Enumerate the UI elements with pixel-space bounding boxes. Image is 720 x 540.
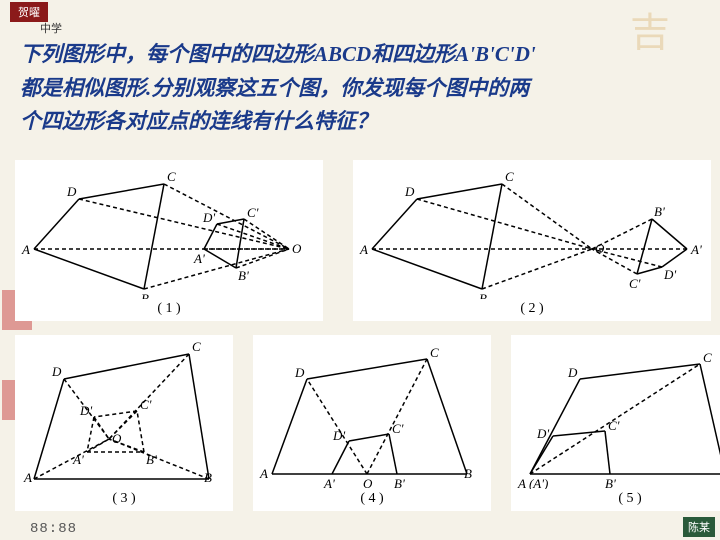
sub-badge: 中学 bbox=[40, 20, 62, 36]
question-line-2: 都是相似图形.分别观察这五个图，你发现每个图中的两 bbox=[20, 76, 529, 100]
svg-text:D': D' bbox=[202, 210, 215, 225]
figure-1: A B C D A' B' C' D' O ( 1 ) bbox=[15, 160, 323, 321]
svg-text:A: A bbox=[259, 466, 268, 481]
svg-text:D: D bbox=[51, 364, 62, 379]
figure-4-label: ( 4 ) bbox=[257, 491, 487, 507]
figure-3: A B C D A' B' C' D' O ( 3 ) bbox=[15, 335, 233, 511]
figures-row-2: ABCDA'B'C'D'O ( 3 ) ABCDA'B'C'D'O ( 4 ) … bbox=[15, 335, 720, 511]
figures-row-1: A B C D A' B' C' D' O ( 1 ) A B C D A' B' C' D' O ( 2 ) bbox=[15, 160, 711, 321]
figure-5-label: ( 5 ) bbox=[515, 491, 720, 507]
question-text: 下列图形中，每个图中的四边形ABCD和四边形A'B'C'D' 都是相似图形.分别… bbox=[20, 38, 700, 139]
svg-text:B: B bbox=[204, 470, 212, 485]
svg-text:C: C bbox=[703, 350, 712, 365]
figure-3-label: ( 3 ) bbox=[19, 491, 229, 507]
svg-text:C: C bbox=[505, 169, 514, 184]
svg-text:O: O bbox=[595, 241, 605, 256]
svg-text:A (A'): A (A') bbox=[517, 476, 548, 489]
figure-2-label: ( 2 ) bbox=[357, 301, 707, 317]
svg-text:C: C bbox=[192, 339, 201, 354]
svg-text:C': C' bbox=[629, 276, 641, 291]
svg-text:A': A' bbox=[193, 251, 205, 266]
svg-text:A': A' bbox=[323, 476, 335, 489]
svg-text:D': D' bbox=[332, 428, 345, 443]
svg-text:B: B bbox=[464, 466, 472, 481]
svg-text:D: D bbox=[567, 365, 578, 380]
svg-text:B': B' bbox=[654, 204, 665, 219]
svg-text:C': C' bbox=[392, 421, 404, 436]
svg-text:O: O bbox=[363, 476, 373, 489]
svg-text:O: O bbox=[292, 241, 302, 256]
question-line-3: 个四边形各对应点的连线有什么特征？ bbox=[20, 109, 377, 133]
author-stamp: 陈某 bbox=[683, 517, 715, 537]
svg-text:D: D bbox=[66, 184, 77, 199]
svg-text:D': D' bbox=[536, 426, 549, 441]
svg-text:A': A' bbox=[72, 452, 84, 467]
figure-5: A (A')BCDB'C'D' ( 5 ) bbox=[511, 335, 720, 511]
svg-text:B': B' bbox=[605, 476, 616, 489]
svg-text:B: B bbox=[141, 291, 149, 299]
svg-text:C: C bbox=[167, 169, 176, 184]
svg-text:A: A bbox=[359, 242, 368, 257]
svg-text:C': C' bbox=[247, 205, 259, 220]
svg-text:A': A' bbox=[690, 242, 702, 257]
svg-text:A: A bbox=[23, 470, 32, 485]
figure-2: A B C D A' B' C' D' O ( 2 ) bbox=[353, 160, 711, 321]
svg-text:D': D' bbox=[663, 267, 676, 282]
svg-text:D: D bbox=[404, 184, 415, 199]
svg-text:B': B' bbox=[146, 452, 157, 467]
svg-text:B: B bbox=[479, 291, 487, 299]
svg-text:O: O bbox=[112, 431, 122, 446]
svg-text:C': C' bbox=[608, 418, 620, 433]
svg-text:C': C' bbox=[140, 397, 152, 412]
svg-text:D: D bbox=[294, 365, 305, 380]
svg-text:C: C bbox=[430, 345, 439, 360]
question-line-1: 下列图形中，每个图中的四边形ABCD和四边形A'B'C'D' bbox=[20, 42, 536, 66]
figure-4: A B C D A' B' C' D' O ( 4 ) bbox=[253, 335, 491, 511]
svg-text:D': D' bbox=[79, 403, 92, 418]
figure-1-label: ( 1 ) bbox=[19, 301, 319, 317]
timestamp: 88:88 bbox=[30, 521, 77, 537]
svg-text:B': B' bbox=[238, 268, 249, 283]
svg-text:A: A bbox=[21, 242, 30, 257]
svg-text:B': B' bbox=[394, 476, 405, 489]
header-badge: 贺曜 bbox=[10, 2, 48, 22]
